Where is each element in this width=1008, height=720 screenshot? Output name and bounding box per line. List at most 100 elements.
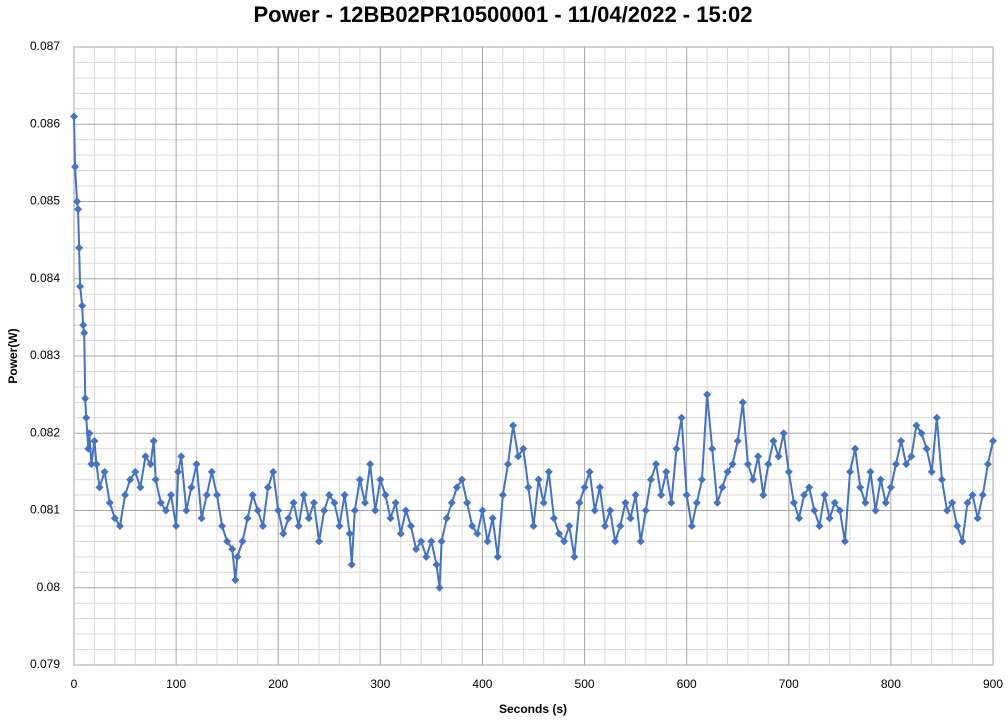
- data-point: [774, 452, 783, 461]
- data-point: [167, 491, 176, 500]
- data-point: [866, 467, 875, 476]
- data-point: [202, 491, 211, 500]
- data-line: [73, 116, 994, 588]
- data-point: [652, 460, 661, 469]
- data-point: [320, 506, 329, 515]
- data-point: [391, 498, 400, 507]
- data-point: [789, 498, 798, 507]
- data-point: [146, 460, 155, 469]
- y-tick-label: 0.082: [30, 425, 60, 439]
- data-point: [381, 491, 390, 500]
- data-point: [697, 475, 706, 484]
- data-point: [503, 460, 512, 469]
- data-point: [366, 460, 375, 469]
- data-point: [672, 444, 681, 453]
- data-point: [555, 529, 564, 538]
- data-point: [657, 491, 666, 500]
- data-point: [223, 537, 232, 546]
- data-point: [325, 491, 334, 500]
- data-point: [754, 452, 763, 461]
- data-point: [784, 467, 793, 476]
- data-point: [253, 506, 262, 515]
- data-point: [779, 429, 788, 438]
- data-point: [641, 506, 650, 515]
- data-point: [435, 583, 444, 592]
- y-tick-label: 0.079: [30, 657, 60, 671]
- data-point: [361, 498, 370, 507]
- data-point: [861, 498, 870, 507]
- data-point: [243, 514, 252, 523]
- data-point: [539, 498, 548, 507]
- y-tick-label: 0.084: [30, 271, 60, 285]
- data-point: [560, 537, 569, 546]
- data-point: [136, 483, 145, 492]
- data-point: [110, 514, 119, 523]
- data-point: [85, 429, 94, 438]
- data-point: [347, 560, 356, 569]
- data-point: [299, 491, 308, 500]
- y-tick-label: 0.087: [30, 39, 60, 53]
- data-point: [871, 506, 880, 515]
- data-point: [82, 413, 91, 422]
- data-point: [212, 491, 221, 500]
- data-point: [764, 460, 773, 469]
- x-tick-label: 700: [779, 677, 799, 691]
- data-point: [274, 506, 283, 515]
- data-point: [723, 467, 732, 476]
- data-point: [534, 475, 543, 484]
- data-point: [87, 460, 96, 469]
- data-point: [626, 514, 635, 523]
- data-point: [174, 467, 183, 476]
- data-point: [71, 162, 80, 171]
- data-point: [692, 498, 701, 507]
- data-point: [846, 467, 855, 476]
- data-point: [886, 483, 895, 492]
- data-point: [335, 521, 344, 530]
- data-point: [876, 475, 885, 484]
- data-point: [570, 552, 579, 561]
- data-point: [953, 521, 962, 530]
- data-point: [810, 506, 819, 515]
- data-point: [514, 452, 523, 461]
- data-point: [75, 243, 84, 252]
- data-point: [151, 475, 160, 484]
- y-tick-label: 0.085: [30, 194, 60, 208]
- data-point: [897, 436, 906, 445]
- data-point: [498, 491, 507, 500]
- data-point: [442, 514, 451, 523]
- data-point: [192, 460, 201, 469]
- data-point: [738, 398, 747, 407]
- data-point: [131, 467, 140, 476]
- data-point: [488, 514, 497, 523]
- data-point: [800, 491, 809, 500]
- data-point: [386, 514, 395, 523]
- data-point: [524, 483, 533, 492]
- data-point: [248, 491, 257, 500]
- data-point: [912, 421, 921, 430]
- data-point: [447, 498, 456, 507]
- data-point: [90, 436, 99, 445]
- data-point: [452, 483, 461, 492]
- y-tick-label: 0.086: [30, 116, 60, 130]
- data-point: [983, 460, 992, 469]
- data-point: [937, 475, 946, 484]
- data-point: [529, 521, 538, 530]
- data-point: [437, 537, 446, 546]
- data-point: [509, 421, 518, 430]
- data-point: [662, 467, 671, 476]
- data-point: [73, 197, 82, 206]
- data-point: [458, 475, 467, 484]
- data-point: [932, 413, 941, 422]
- data-point: [968, 491, 977, 500]
- data-point: [851, 444, 860, 453]
- data-point: [161, 506, 170, 515]
- data-point: [631, 491, 640, 500]
- data-point: [565, 521, 574, 530]
- data-point: [70, 112, 78, 121]
- data-point: [743, 460, 752, 469]
- data-point: [902, 460, 911, 469]
- data-point: [376, 475, 385, 484]
- data-point: [943, 506, 952, 515]
- y-tick-label: 0.081: [30, 503, 60, 517]
- data-point: [345, 529, 354, 538]
